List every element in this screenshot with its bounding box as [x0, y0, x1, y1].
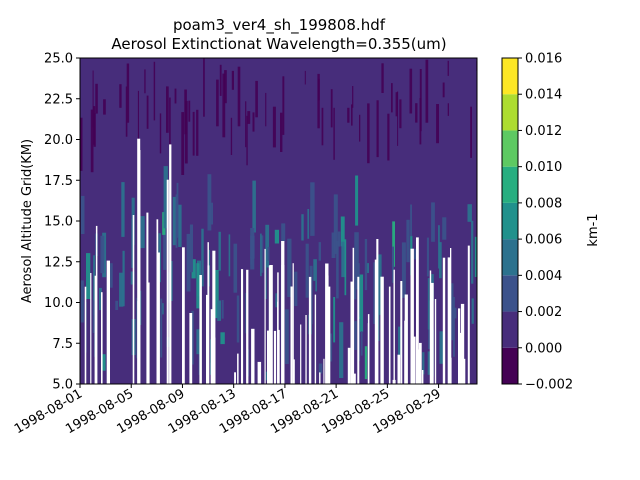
colorbar-segment [502, 239, 518, 276]
colorbar-label: km-1 [586, 213, 601, 246]
missing-data-gaps [84, 138, 470, 384]
colorbar: −0.002 0.000 0.002 0.004 0.006 0.008 0.010 0.01… [501, 52, 573, 393]
colorbar-tick-label: 0.004 [525, 269, 562, 284]
y-tick-label: 20.0 [44, 133, 73, 148]
plot-area [79, 57, 478, 385]
colorbar-tick-label: 0.002 [525, 305, 562, 320]
colorbar-segment [502, 94, 518, 131]
colorbar-segment [502, 347, 518, 384]
y-tick-label: 5.0 [52, 378, 73, 393]
colorbar-tick-label: 0.012 [525, 124, 562, 139]
colorbar-tick-label: 0.010 [525, 160, 562, 175]
chart-title: poam3_ver4_sh_199808.hdf [173, 16, 386, 35]
colorbar-tick-label: 0.014 [525, 88, 562, 103]
colorbar-segment [502, 58, 518, 95]
y-tick-label: 10.0 [44, 296, 73, 311]
colorbar-tick-label: 0.000 [525, 341, 562, 356]
colorbar-tick-label: −0.002 [525, 378, 573, 393]
colorbar-tick-label: 0.006 [525, 233, 562, 248]
y-tick-label: 17.5 [44, 174, 73, 189]
x-axis: 1998-08-011998-08-051998-08-091998-08-13… [12, 384, 444, 437]
colorbar-segment [502, 202, 518, 240]
chart-subtitle: Aerosol Extinctionat Wavelength=0.355(um… [111, 35, 446, 53]
y-axis: 5.0 7.5 10.0 12.5 15.0 17.5 20.0 22.5 25.0 [44, 52, 80, 393]
colorbar-segment [502, 275, 518, 312]
y-tick-label: 12.5 [44, 255, 73, 270]
colorbar-segment [502, 130, 518, 167]
colorbar-segment [502, 166, 518, 203]
y-tick-label: 7.5 [52, 337, 73, 352]
y-tick-label: 25.0 [44, 52, 73, 67]
contour-texture [80, 58, 478, 384]
y-axis-label: Aerosol Altitude Grid(KM) [20, 139, 35, 303]
y-tick-label: 15.0 [44, 215, 73, 230]
colorbar-tick-label: 0.016 [525, 52, 562, 67]
colorbar-tick-label: 0.008 [525, 196, 562, 211]
colorbar-frame [501, 57, 519, 385]
colorbar-segment [502, 311, 518, 348]
y-tick-label: 22.5 [44, 92, 73, 107]
